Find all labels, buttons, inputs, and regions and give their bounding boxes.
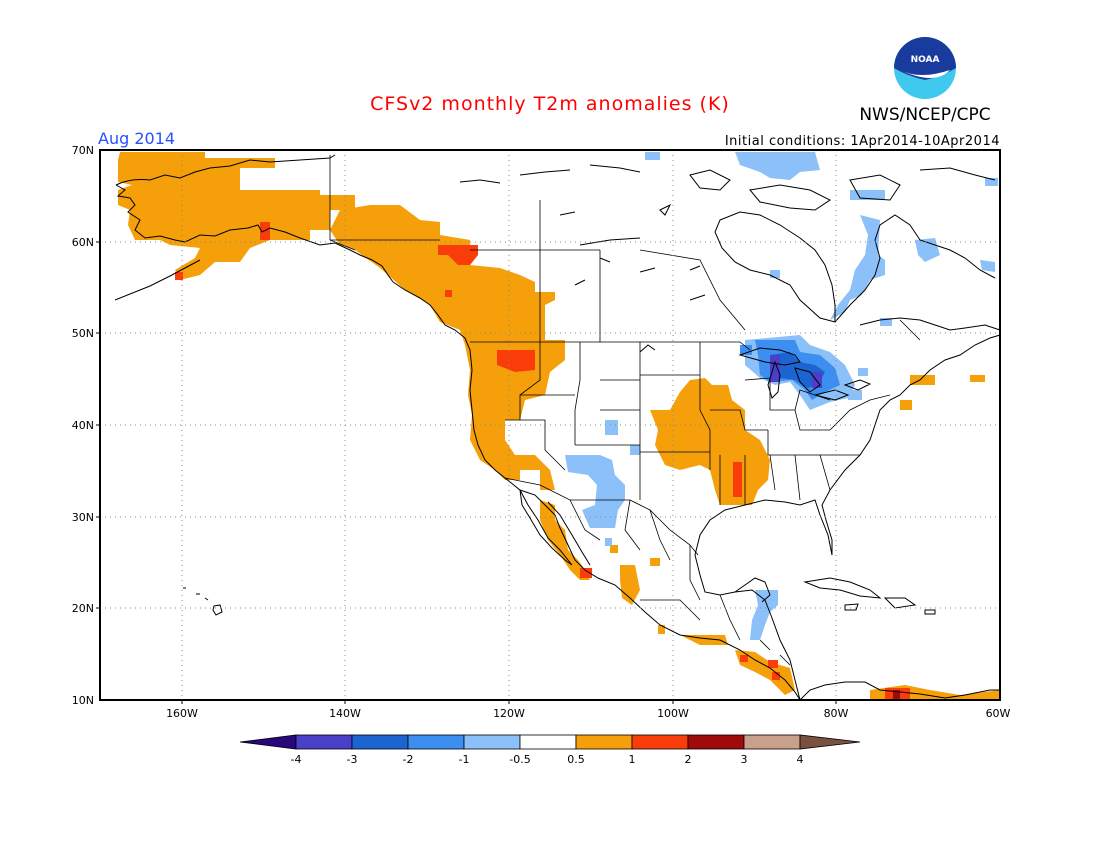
month-label: Aug 2014 bbox=[98, 129, 175, 148]
northwest-ontario-cold-spot bbox=[740, 345, 752, 355]
hawaii-coast bbox=[183, 587, 223, 616]
colorbar-swatch bbox=[407, 734, 465, 750]
pacific-coast bbox=[392, 281, 800, 699]
mississippi-hot-anomaly bbox=[733, 462, 742, 497]
south-america-coast bbox=[800, 681, 999, 699]
political-borders bbox=[329, 155, 921, 666]
colorbar-swatch bbox=[743, 734, 801, 750]
sw-mexico-warm-anomaly bbox=[620, 565, 640, 605]
hispaniola-coast bbox=[883, 597, 917, 609]
lat-label: 50N bbox=[72, 327, 94, 340]
great-lakes-very-cold-anomaly bbox=[770, 352, 825, 388]
hudson-bay-coast bbox=[714, 211, 836, 323]
chart-title: CFSv2 monthly T2m anomalies (K) bbox=[370, 93, 730, 115]
mexico-states bbox=[569, 499, 791, 666]
graticule bbox=[101, 151, 999, 699]
lake-michigan-extreme-cold bbox=[770, 355, 822, 388]
bc-hot-anomaly bbox=[438, 245, 478, 297]
lon-label: 80W bbox=[824, 707, 849, 720]
western-canada-warm-anomaly bbox=[330, 205, 565, 490]
colorbar-label: -1 bbox=[459, 753, 470, 766]
colorbar bbox=[239, 734, 861, 750]
baja-warm-anomaly bbox=[540, 500, 590, 580]
colorbar-label: -0.5 bbox=[509, 753, 530, 766]
lat-label: 20N bbox=[72, 602, 94, 615]
colorbar-label: -3 bbox=[347, 753, 358, 766]
map-body bbox=[101, 151, 999, 699]
central-america-warm-anomaly bbox=[658, 625, 795, 695]
cuba-coast bbox=[803, 577, 882, 599]
alaska-hot-spot bbox=[175, 222, 270, 280]
lat-label: 10N bbox=[72, 694, 94, 707]
colorbar-label: 0.5 bbox=[567, 753, 585, 766]
southwest-us-cool-anomaly bbox=[565, 455, 625, 528]
anomaly-shading bbox=[118, 152, 999, 699]
colorbar-swatch bbox=[631, 734, 689, 750]
colorbar-swatch bbox=[575, 734, 633, 750]
alaska-coast bbox=[114, 154, 394, 301]
longitude-labels: 160W 140W 120W 100W 80W 60W bbox=[166, 707, 1010, 720]
arctic-islands bbox=[459, 164, 996, 301]
lat-label: 70N bbox=[72, 144, 94, 157]
great-lakes-coast bbox=[738, 347, 872, 401]
colorbar-label: 1 bbox=[629, 753, 636, 766]
initial-conditions-label: Initial conditions: 1Apr2014-10Apr2014 bbox=[725, 134, 1000, 149]
latitude-labels: 70N 60N 50N 40N 30N 20N 10N bbox=[72, 144, 94, 707]
coastlines bbox=[114, 154, 999, 699]
lon-label: 60W bbox=[986, 707, 1011, 720]
yucatan-coast bbox=[734, 577, 771, 603]
lon-label: 100W bbox=[657, 707, 689, 720]
colorbar-label: -4 bbox=[291, 753, 302, 766]
agency-label: NWS/NCEP/CPC bbox=[859, 105, 990, 125]
noaa-logo: NOAA bbox=[894, 37, 956, 99]
colorbar-label: 4 bbox=[797, 753, 804, 766]
canadian-lakes bbox=[574, 257, 701, 353]
northeast-warm-anomaly bbox=[900, 375, 985, 410]
colorbar-label: 3 bbox=[741, 753, 748, 766]
lat-label: 60N bbox=[72, 236, 94, 249]
pacific-nw-hot-anomaly bbox=[497, 350, 535, 372]
lon-label: 160W bbox=[166, 707, 198, 720]
us-states bbox=[505, 342, 891, 505]
labrador-cool-anomaly bbox=[915, 238, 995, 272]
lon-label: 120W bbox=[493, 707, 525, 720]
lat-label: 30N bbox=[72, 511, 94, 524]
labrador-coast bbox=[834, 214, 999, 331]
lat-label: 40N bbox=[72, 419, 94, 432]
hudson-bay-cool-anomaly bbox=[830, 215, 885, 320]
colorbar-arrow-low bbox=[239, 734, 297, 750]
colorbar-swatch bbox=[295, 734, 353, 750]
colorbar-swatch bbox=[351, 734, 409, 750]
puerto-rico-coast bbox=[924, 609, 936, 615]
noaa-logo-text: NOAA bbox=[911, 55, 940, 65]
arctic-cool-anomaly bbox=[645, 152, 998, 200]
gulf-of-california bbox=[547, 501, 591, 566]
gulf-coast bbox=[694, 334, 999, 699]
axis-ticks bbox=[96, 241, 837, 704]
alaska-warm-anomaly bbox=[118, 152, 355, 280]
jamaica-coast bbox=[844, 603, 859, 611]
lon-label: 140W bbox=[329, 707, 361, 720]
baja-coast bbox=[519, 489, 573, 566]
colorbar-label: -2 bbox=[403, 753, 414, 766]
colorbar-swatch bbox=[687, 734, 745, 750]
colorbar-swatch bbox=[519, 734, 577, 750]
central-america-cool-anomaly bbox=[750, 590, 778, 640]
colorbar-labels: -4 -3 -2 -1 -0.5 0.5 1 2 3 4 bbox=[291, 753, 804, 766]
colorbar-arrow-high bbox=[799, 734, 861, 750]
texas-warm-spot bbox=[610, 545, 660, 566]
colorbar-swatch bbox=[463, 734, 521, 750]
canada-provinces bbox=[330, 200, 921, 342]
southern-rockies-cool-spot bbox=[605, 420, 640, 546]
colorbar-label: 2 bbox=[685, 753, 692, 766]
